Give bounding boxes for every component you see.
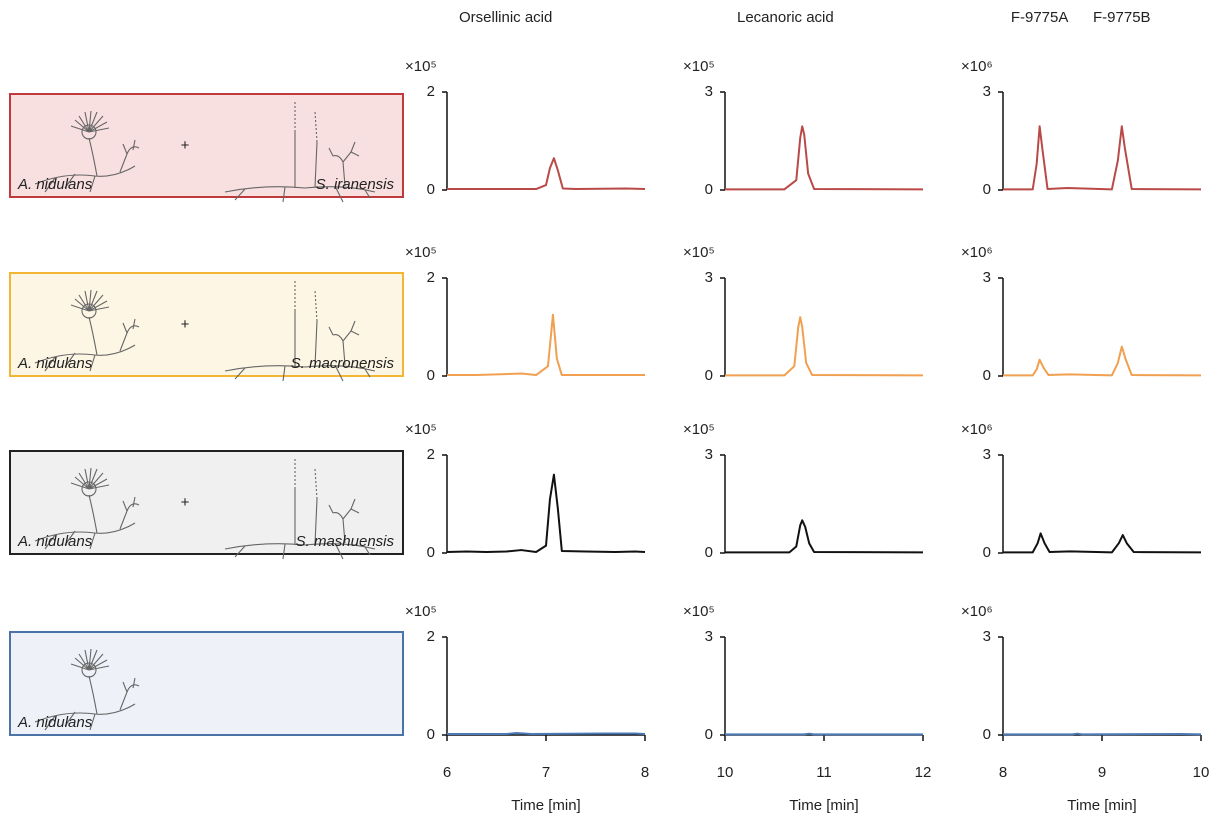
y-tick-label: 0: [427, 367, 435, 384]
y-tick-label: 0: [705, 544, 713, 561]
y-unit: ×10⁵: [405, 603, 437, 620]
column-title: Lecanoric acid: [737, 9, 834, 26]
y-tick-label: 3: [983, 446, 991, 463]
x-axis-label: Time [min]: [1067, 797, 1136, 814]
trace: [725, 126, 923, 189]
organism-label: A. nidulans: [17, 355, 93, 372]
connector: +: [181, 494, 190, 511]
y-tick-label: 3: [983, 628, 991, 645]
trace: [447, 315, 645, 375]
organism-label: A. nidulans: [17, 714, 93, 731]
y-tick-label: 0: [983, 726, 991, 743]
y-tick-label: 2: [427, 628, 435, 645]
y-tick-label: 2: [427, 446, 435, 463]
x-tick-label: 9: [1098, 764, 1106, 781]
peak-label: F-9775B: [1093, 9, 1151, 26]
x-tick-label: 10: [1193, 764, 1210, 781]
y-tick-label: 0: [983, 367, 991, 384]
y-unit: ×10⁶: [961, 603, 993, 620]
organism-label: S. mashuensis: [296, 533, 395, 550]
y-tick-label: 0: [427, 544, 435, 561]
trace: [1003, 347, 1201, 376]
y-tick-label: 3: [983, 83, 991, 100]
y-unit: ×10⁶: [961, 421, 993, 438]
y-unit: ×10⁵: [405, 58, 437, 75]
trace: [725, 734, 923, 735]
column-title: Orsellinic acid: [459, 9, 552, 26]
y-tick-label: 0: [705, 367, 713, 384]
x-tick-label: 6: [443, 764, 451, 781]
y-unit: ×10⁵: [683, 603, 715, 620]
peak-label: F-9775A: [1011, 9, 1069, 26]
y-tick-label: 0: [705, 181, 713, 198]
y-tick-label: 0: [427, 181, 435, 198]
figure: A. nidulans S. iranensis + A. nidulans S. ma…: [0, 0, 1219, 824]
x-tick-label: 7: [542, 764, 550, 781]
y-tick-label: 3: [705, 446, 713, 463]
trace: [447, 158, 645, 189]
organism-label: A. nidulans: [17, 176, 93, 193]
connector: +: [181, 137, 190, 154]
x-axis-label: Time [min]: [511, 797, 580, 814]
trace: [447, 733, 645, 734]
page: {"rows": [ {"labels": ["A. nidulans", "S…: [0, 0, 1219, 824]
y-tick-label: 2: [427, 269, 435, 286]
y-tick-label: 3: [983, 269, 991, 286]
y-tick-label: 0: [983, 181, 991, 198]
connector: +: [181, 316, 190, 333]
trace: [1003, 533, 1201, 552]
y-tick-label: 3: [705, 83, 713, 100]
trace: [725, 520, 923, 552]
y-unit: ×10⁵: [683, 58, 715, 75]
x-tick-label: 8: [641, 764, 649, 781]
y-tick-label: 0: [705, 726, 713, 743]
x-tick-label: 11: [816, 764, 832, 781]
y-unit: ×10⁵: [683, 244, 715, 261]
y-unit: ×10⁵: [405, 421, 437, 438]
trace: [725, 317, 923, 375]
trace: [1003, 126, 1201, 189]
y-tick-label: 0: [983, 544, 991, 561]
y-tick-label: 0: [427, 726, 435, 743]
x-tick-label: 8: [999, 764, 1007, 781]
x-axis-label: Time [min]: [789, 797, 858, 814]
x-tick-label: 12: [915, 764, 932, 781]
y-unit: ×10⁶: [961, 58, 993, 75]
organism-label: S. macronensis: [291, 355, 395, 372]
y-unit: ×10⁵: [405, 244, 437, 261]
y-tick-label: 3: [705, 269, 713, 286]
y-unit: ×10⁶: [961, 244, 993, 261]
y-tick-label: 3: [705, 628, 713, 645]
trace: [1003, 734, 1201, 735]
y-tick-label: 2: [427, 83, 435, 100]
x-tick-label: 10: [717, 764, 734, 781]
organism-label: A. nidulans: [17, 533, 93, 550]
y-unit: ×10⁵: [683, 421, 715, 438]
organism-label: S. iranensis: [316, 176, 395, 193]
trace: [447, 475, 645, 552]
